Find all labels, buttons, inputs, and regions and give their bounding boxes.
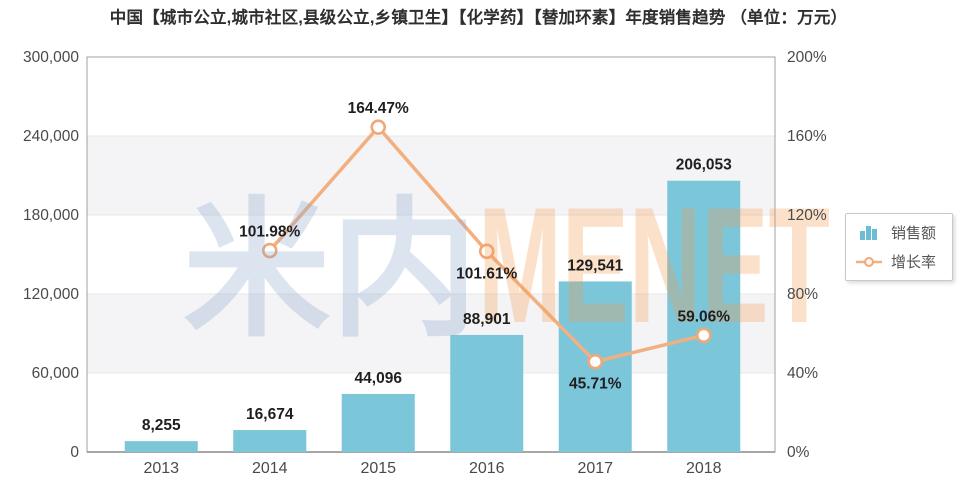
legend: 销售额 增长率: [845, 213, 953, 281]
bar-value-label-2014: 16,674: [246, 406, 294, 423]
growth-point-2017: [587, 353, 604, 370]
bar-value-label-2016: 88,901: [463, 311, 511, 328]
bar-value-label-2015: 44,096: [355, 370, 403, 387]
growth-point-2016: [478, 243, 495, 260]
right-axis-tick-label: 40%: [787, 365, 818, 382]
grid-band: [87, 136, 775, 215]
left-axis-tick-label: 120,000: [23, 286, 79, 303]
left-axis-tick-label: 0: [70, 444, 79, 461]
watermark-cjk-text: 米内: [183, 186, 478, 354]
legend-item-sales-label: 销售额: [891, 225, 937, 242]
bar-series-icon: [856, 224, 882, 241]
legend-item-sales[interactable]: 销售额: [856, 222, 952, 243]
chart-title: 中国【城市公立,城市社区,县级公立,乡镇卫生】【化学药】【替加环素】年度销售趋势…: [109, 9, 848, 27]
growth-point-2015: [370, 119, 387, 135]
right-axis-tick-label: 160%: [787, 128, 827, 145]
growth-value-label-2018: 59.06%: [677, 308, 730, 325]
line-series-icon: [856, 255, 882, 269]
legend-item-growth-label: 增长率: [891, 254, 937, 271]
x-axis-label-2013: 2013: [143, 460, 179, 477]
watermark-latin-text: MENET: [478, 173, 830, 357]
right-axis-tick-label: 200%: [787, 49, 827, 66]
sales-bar-2018: [667, 180, 741, 452]
growth-value-label-2017: 45.71%: [569, 376, 622, 393]
sales-bar-2013: [124, 441, 198, 452]
growth-value-label-2016: 101.61%: [456, 265, 517, 282]
x-axis-label-2015: 2015: [360, 460, 396, 477]
left-axis-tick-label: 300,000: [23, 49, 79, 66]
left-axis-tick-label: 60,000: [32, 365, 80, 382]
right-axis-tick-label: 80%: [787, 286, 818, 303]
right-axis-tick-label: 120%: [787, 207, 827, 224]
grid-band: [87, 294, 775, 373]
left-axis-tick-label: 180,000: [23, 207, 79, 224]
growth-point-2014: [261, 242, 278, 259]
x-axis-label-2014: 2014: [252, 460, 288, 477]
x-axis-label-2018: 2018: [686, 460, 722, 477]
legend-item-growth[interactable]: 增长率: [856, 251, 952, 272]
right-axis-tick-label: 0%: [787, 444, 810, 461]
sales-bar-2015: [341, 393, 415, 452]
growth-value-label-2015: 164.47%: [348, 100, 409, 117]
sales-bar-2014: [233, 430, 307, 452]
growth-point-2018: [695, 327, 712, 344]
x-axis-label-2016: 2016: [469, 460, 505, 477]
bar-value-label-2017: 129,541: [567, 257, 623, 274]
growth-value-label-2014: 101.98%: [239, 224, 300, 241]
left-axis-tick-label: 240,000: [23, 128, 79, 145]
x-axis-label-2017: 2017: [577, 460, 613, 477]
sales-bar-2016: [450, 334, 524, 452]
bar-value-label-2013: 8,255: [142, 417, 181, 434]
bar-value-label-2018: 206,053: [676, 157, 732, 174]
